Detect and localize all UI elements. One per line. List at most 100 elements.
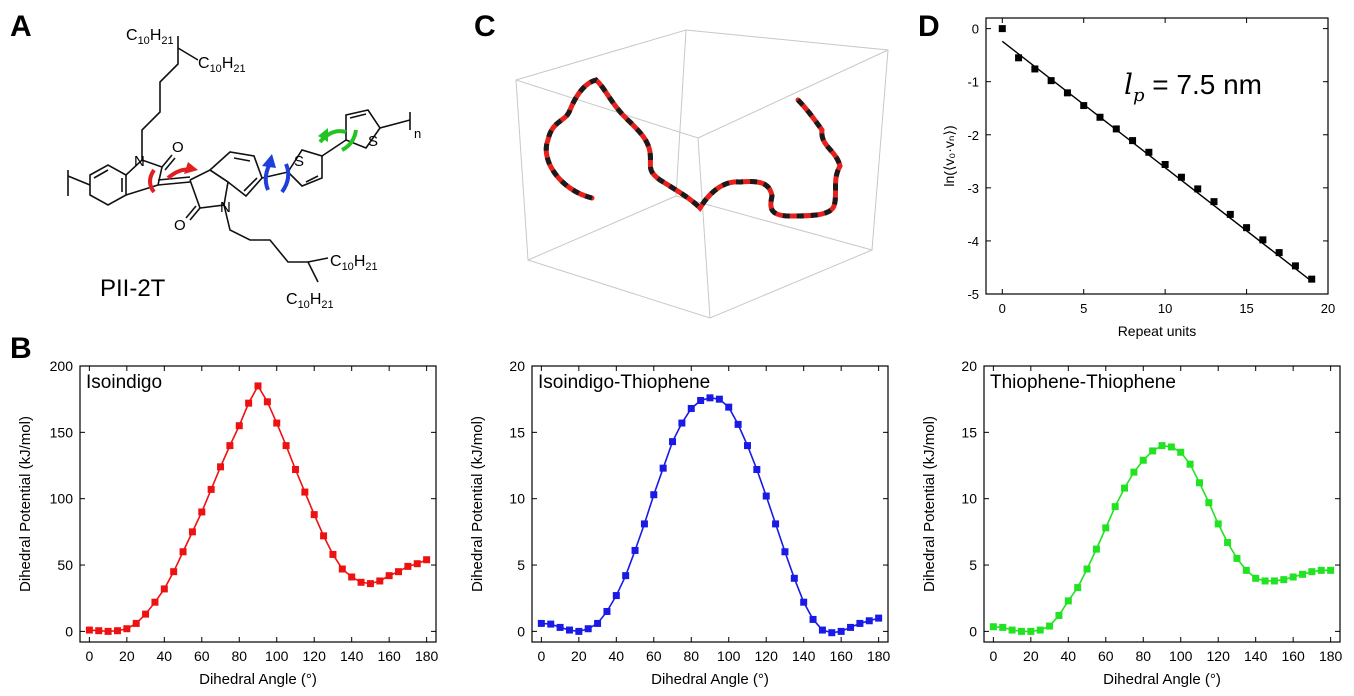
y-tick-label: 10 — [509, 491, 525, 507]
data-point — [753, 466, 760, 473]
data-point — [1243, 567, 1250, 574]
x-tick-label: 180 — [867, 648, 891, 664]
panel-letter-c: C — [474, 10, 496, 44]
data-point — [772, 520, 779, 527]
chain-label-3: C10H21 — [330, 253, 378, 273]
data-point — [1162, 161, 1169, 168]
data-point — [329, 551, 336, 558]
data-point — [585, 625, 592, 632]
x-axis-label: Dihedral Angle (°) — [651, 671, 769, 688]
data-point — [1187, 461, 1194, 468]
x-tick-label: 20 — [1023, 648, 1039, 664]
y-tick-label: 0 — [972, 22, 979, 37]
chart-title: Thiophene-Thiophene — [990, 372, 1176, 393]
x-tick-label: 10 — [1158, 301, 1172, 316]
data-point — [367, 580, 374, 587]
data-point — [1224, 539, 1231, 546]
data-point — [1037, 627, 1044, 634]
x-tick-label: 60 — [1098, 648, 1114, 664]
data-point — [990, 623, 997, 630]
x-tick-label: 120 — [303, 648, 327, 664]
data-point — [557, 624, 564, 631]
x-tick-label: 40 — [1061, 648, 1077, 664]
data-point — [1121, 485, 1128, 492]
data-point — [856, 620, 863, 627]
data-point — [208, 486, 215, 493]
x-tick-label: 0 — [999, 301, 1006, 316]
data-point — [226, 442, 233, 449]
data-point — [1031, 65, 1038, 72]
data-point — [1290, 573, 1297, 580]
atom-n-top: N — [134, 153, 145, 170]
data-point — [866, 617, 873, 624]
data-point — [133, 620, 140, 627]
data-point — [1048, 77, 1055, 84]
molecule-structure: N O O N S S n C10H21 C10H21 C10H21 C10H2… — [50, 0, 470, 330]
y-tick-label: 15 — [509, 424, 525, 440]
x-tick-label: 100 — [265, 648, 289, 664]
data-point — [1064, 89, 1071, 96]
data-point — [538, 620, 545, 627]
y-tick-label: 10 — [961, 491, 977, 507]
data-point — [339, 566, 346, 573]
data-point — [273, 420, 280, 427]
data-point — [1299, 571, 1306, 578]
data-point — [791, 575, 798, 582]
x-tick-label: 80 — [683, 648, 699, 664]
data-point — [320, 532, 327, 539]
data-point — [660, 465, 667, 472]
data-point — [283, 442, 290, 449]
data-point — [1205, 499, 1212, 506]
data-point — [395, 568, 402, 575]
data-point — [198, 508, 205, 515]
data-point — [1233, 555, 1240, 562]
data-point — [800, 599, 807, 606]
data-point — [358, 579, 365, 586]
y-tick-label: 5 — [969, 557, 977, 573]
chain-label-4: C10H21 — [286, 291, 334, 311]
data-point — [669, 438, 676, 445]
annotation-value: = 7.5 nm — [1145, 69, 1263, 100]
data-point — [236, 422, 243, 429]
x-axis-label: Repeat units — [1118, 323, 1197, 339]
x-tick-label: 60 — [194, 648, 210, 664]
data-point — [1130, 469, 1137, 476]
data-point — [1018, 628, 1025, 635]
data-point — [245, 400, 252, 407]
data-point — [123, 625, 130, 632]
x-tick-label: 0 — [989, 648, 997, 664]
data-point — [678, 420, 685, 427]
series-line — [89, 386, 426, 631]
atom-s-2: S — [368, 133, 378, 150]
x-tick-label: 160 — [1281, 648, 1305, 664]
data-point — [1015, 54, 1022, 61]
x-tick-label: 15 — [1239, 301, 1253, 316]
annotation-subscript: p — [1133, 85, 1145, 106]
data-point — [781, 548, 788, 555]
data-point — [1009, 627, 1016, 634]
data-point — [838, 628, 845, 635]
x-tick-label: 180 — [415, 648, 439, 664]
chart-persistence: 0 5 10 15 20 0 -1 -2 -3 -4 -5 Repeat units ln(⟨v₀·vₙ… — [920, 0, 1354, 350]
persistence-annotation: lp = 7.5 nm — [1124, 68, 1262, 106]
y-tick-label: 5 — [517, 557, 525, 573]
data-point — [348, 573, 355, 580]
chart-title: Isoindigo — [86, 372, 162, 393]
svg-text:C10H21: C10H21 — [286, 291, 334, 311]
annotation-symbol: l — [1124, 68, 1133, 101]
y-tick-label: -4 — [967, 234, 979, 249]
data-point — [170, 568, 177, 575]
x-tick-label: 20 — [1321, 301, 1335, 316]
data-point — [301, 489, 308, 496]
svg-text:C10H21: C10H21 — [198, 55, 246, 75]
chart-isoindigo-thiophene: 0 20 40 60 80 100 120 140 160 18005101520Dihedral… — [452, 340, 902, 696]
data-point — [423, 556, 430, 563]
data-point — [414, 560, 421, 567]
data-point — [735, 421, 742, 428]
data-point — [810, 616, 817, 623]
x-tick-label: 5 — [1080, 301, 1087, 316]
y-tick-label: -5 — [967, 287, 979, 302]
data-point — [151, 599, 158, 606]
svg-text:C10H21: C10H21 — [330, 253, 378, 273]
data-point — [1097, 114, 1104, 121]
